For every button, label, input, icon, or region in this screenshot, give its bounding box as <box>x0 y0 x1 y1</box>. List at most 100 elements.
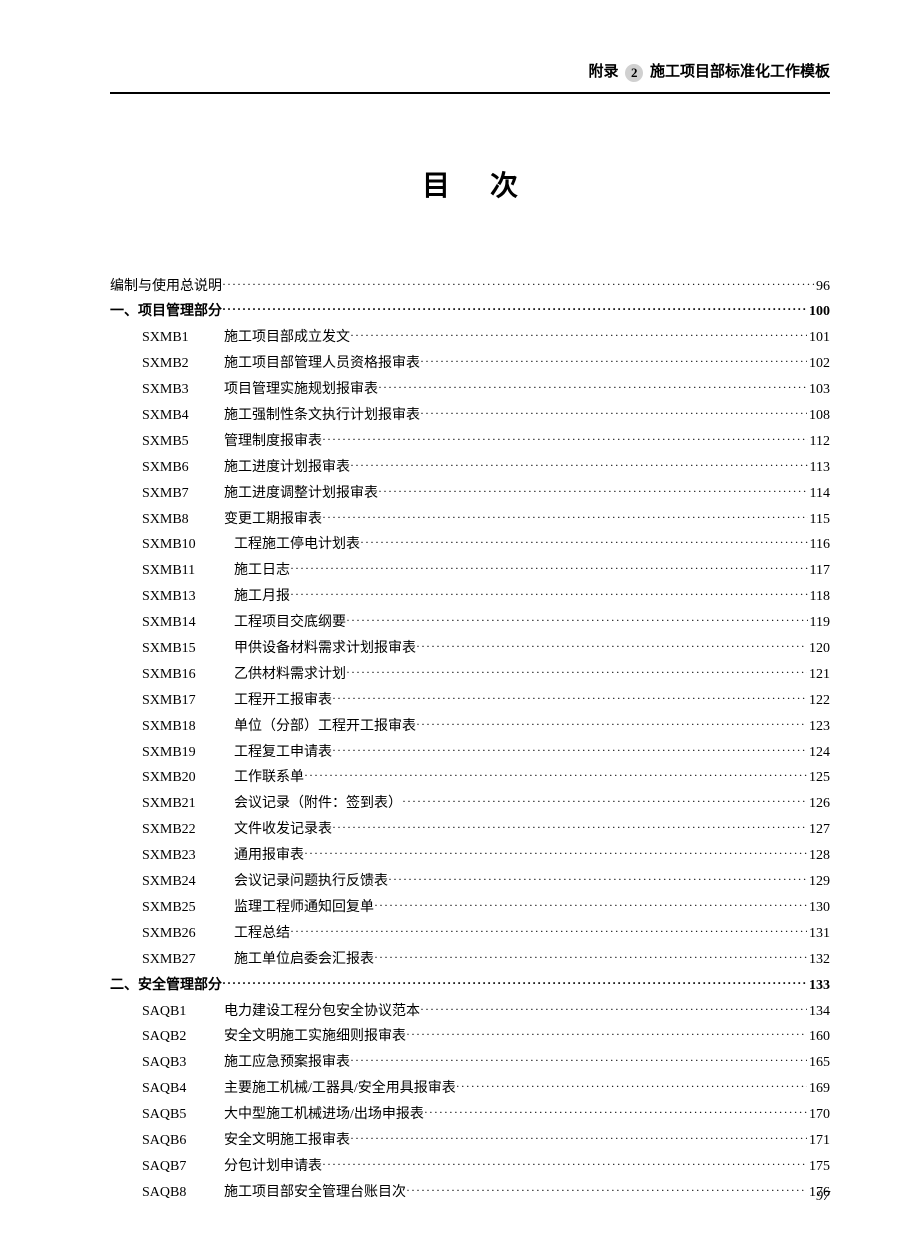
toc-page-number: 114 <box>808 481 830 507</box>
toc-page-number: 123 <box>807 714 830 740</box>
toc-leader-dots <box>346 661 807 683</box>
toc-title: 目次 <box>110 164 830 204</box>
page-header: 附录 2 施工项目部标准化工作模板 <box>110 60 830 94</box>
toc-page-number: 133 <box>807 973 830 999</box>
toc-label: 工程复工申请表 <box>234 740 332 766</box>
toc-leader-dots <box>420 402 807 424</box>
toc-leader-dots <box>322 428 808 450</box>
toc-label: 大中型施工机械进场/出场申报表 <box>224 1102 424 1128</box>
toc-label: 施工日志 <box>234 558 290 584</box>
toc-entry: SXMB8变更工期报审表115 <box>110 507 830 533</box>
table-of-contents: 编制与使用总说明96一、项目管理部分100SXMB1施工项目部成立发文101SX… <box>110 274 830 1206</box>
toc-entry: SXMB15 甲供设备材料需求计划报审表 120 <box>110 636 830 662</box>
toc-code: SXMB5 <box>142 429 212 455</box>
toc-code: SXMB21 <box>142 791 222 817</box>
toc-page-number: 101 <box>807 325 830 351</box>
toc-entry: SXMB1施工项目部成立发文101 <box>110 325 830 351</box>
toc-page-number: 119 <box>808 610 830 636</box>
toc-entry: SXMB3项目管理实施规划报审表103 <box>110 377 830 403</box>
toc-label: 会议记录（附件：签到表） <box>234 791 402 817</box>
toc-entry: SXMB23通用报审表128 <box>110 843 830 869</box>
toc-label: 分包计划申请表 <box>224 1154 322 1180</box>
toc-label: 管理制度报审表 <box>224 429 322 455</box>
toc-page-number: 103 <box>807 377 830 403</box>
toc-entry: SXMB19 工程复工申请表 124 <box>110 740 830 766</box>
toc-entry: SXMB20工作联系单125 <box>110 765 830 791</box>
toc-code: SXMB8 <box>142 507 212 533</box>
toc-code: SAQB1 <box>142 999 212 1025</box>
toc-page-number: 129 <box>807 869 830 895</box>
toc-page-number: 113 <box>808 455 830 481</box>
toc-code: SXMB16 <box>142 662 222 688</box>
toc-code: SXMB6 <box>142 455 212 481</box>
toc-code: SAQB5 <box>142 1102 212 1128</box>
toc-leader-dots <box>406 1179 807 1201</box>
toc-label: 施工应急预案报审表 <box>224 1050 350 1076</box>
toc-entry: SXMB4施工强制性条文执行计划报审表108 <box>110 403 830 429</box>
toc-code: SXMB7 <box>142 481 212 507</box>
toc-label: 乙供材料需求计划 <box>234 662 346 688</box>
toc-page-number: 132 <box>807 947 830 973</box>
toc-code: SAQB2 <box>142 1024 212 1050</box>
toc-label: 工作联系单 <box>234 765 304 791</box>
toc-page-number: 122 <box>807 688 830 714</box>
toc-label: 电力建设工程分包安全协议范本 <box>224 999 420 1025</box>
toc-leader-dots <box>350 454 808 476</box>
toc-page-number: 124 <box>807 740 830 766</box>
toc-entry: SXMB18单位（分部）工程开工报审表123 <box>110 714 830 740</box>
toc-page-number: 100 <box>807 299 830 325</box>
toc-entry: SXMB5 管理制度报审表 112 <box>110 429 830 455</box>
toc-entry: SAQB5大中型施工机械进场/出场申报表170 <box>110 1102 830 1128</box>
toc-code: SXMB24 <box>142 869 222 895</box>
toc-leader-dots <box>222 972 807 994</box>
toc-page-number: 171 <box>807 1128 830 1154</box>
toc-label: 单位（分部）工程开工报审表 <box>234 714 416 740</box>
toc-leader-dots <box>456 1075 807 1097</box>
toc-page-number: 115 <box>808 507 830 533</box>
toc-code: SXMB13 <box>142 584 222 610</box>
toc-leader-dots <box>322 506 808 528</box>
toc-page-number: 117 <box>808 558 830 584</box>
toc-entry: SXMB14工程项目交底纲要119 <box>110 610 830 636</box>
toc-label: 施工单位启委会汇报表 <box>234 947 374 973</box>
toc-entry: 编制与使用总说明96 <box>110 274 830 300</box>
toc-entry: SXMB10工程施工停电计划表116 <box>110 532 830 558</box>
toc-leader-dots <box>402 790 807 812</box>
toc-page-number: 112 <box>808 429 830 455</box>
toc-leader-dots <box>290 583 808 605</box>
toc-leader-dots <box>350 1127 807 1149</box>
toc-label: 文件收发记录表 <box>234 817 332 843</box>
toc-leader-dots <box>290 557 808 579</box>
toc-code: SXMB15 <box>142 636 222 662</box>
toc-page-number: 120 <box>807 636 830 662</box>
toc-code: SXMB17 <box>142 688 222 714</box>
toc-label: 会议记录问题执行反馈表 <box>234 869 388 895</box>
toc-entry: SXMB26工程总结131 <box>110 921 830 947</box>
toc-code: SXMB25 <box>142 895 222 921</box>
toc-page-number: 96 <box>814 274 830 300</box>
toc-leader-dots <box>332 739 807 761</box>
toc-leader-dots <box>420 350 807 372</box>
toc-code: SXMB19 <box>142 740 222 766</box>
toc-code: SXMB10 <box>142 532 222 558</box>
toc-page-number: 116 <box>808 532 830 558</box>
toc-leader-dots <box>374 946 807 968</box>
toc-entry: SAQB8施工项目部安全管理台账目次176 <box>110 1180 830 1206</box>
toc-label: 甲供设备材料需求计划报审表 <box>234 636 416 662</box>
toc-entry: SXMB13施工月报118 <box>110 584 830 610</box>
toc-entry: SXMB21会议记录（附件：签到表）126 <box>110 791 830 817</box>
toc-code: SXMB26 <box>142 921 222 947</box>
toc-leader-dots <box>416 713 807 735</box>
toc-code: SAQB6 <box>142 1128 212 1154</box>
toc-page-number: 169 <box>807 1076 830 1102</box>
toc-entry: SAQB4主要施工机械/工器具/安全用具报审表169 <box>110 1076 830 1102</box>
toc-leader-dots <box>322 1153 807 1175</box>
toc-code: SAQB7 <box>142 1154 212 1180</box>
toc-entry: SXMB22文件收发记录表127 <box>110 817 830 843</box>
toc-entry: SXMB2施工项目部管理人员资格报审表102 <box>110 351 830 377</box>
toc-page-number: 108 <box>807 403 830 429</box>
toc-page-number: 134 <box>807 999 830 1025</box>
toc-code: SXMB1 <box>142 325 212 351</box>
toc-entry: 二、安全管理部分133 <box>110 973 830 999</box>
appendix-number-badge: 2 <box>625 64 643 82</box>
